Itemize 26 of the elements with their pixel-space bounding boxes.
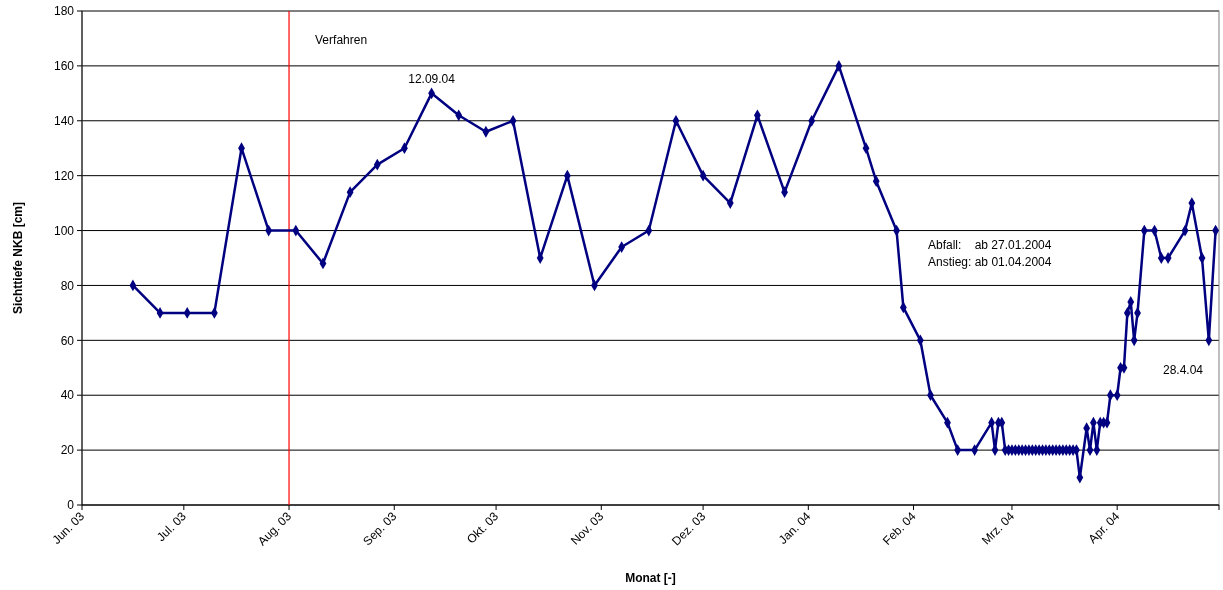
x-tick-label: Sep. 03 — [360, 509, 400, 549]
y-tick-label: 20 — [60, 443, 75, 458]
x-tick-label: Apr. 04 — [1085, 508, 1123, 547]
x-tick-label: Mrz. 04 — [978, 509, 1018, 548]
annotation: 12.09.04 — [408, 72, 456, 87]
annotation: Abfall: ab 27.01.2004 — [928, 238, 1052, 252]
x-tick-label: Jan. 04 — [775, 509, 814, 547]
x-tick-label: Okt. 03 — [463, 508, 502, 547]
y-tick-label: 100 — [53, 223, 75, 238]
y-axis-title: Sichttiefe NKB [cm] — [11, 201, 25, 315]
y-tick-label: 180 — [53, 4, 75, 19]
annotation: 28.4.04 — [1162, 363, 1204, 378]
x-tick-label: Jul. 03 — [154, 508, 190, 545]
y-tick-label: 140 — [53, 113, 75, 128]
ref-line-label: Verfahren — [315, 33, 368, 47]
y-tick-label: 60 — [60, 333, 75, 348]
y-tick-label: 40 — [60, 388, 75, 403]
annotation: Anstieg: ab 01.04.2004 — [928, 255, 1052, 269]
x-tick-label: Nov. 03 — [567, 508, 607, 548]
x-tick-label: Feb. 04 — [879, 509, 919, 548]
x-tick-label: Aug. 03 — [255, 509, 295, 549]
y-tick-label: 160 — [53, 59, 75, 74]
x-axis-title: Monat [-] — [625, 571, 676, 585]
y-tick-label: 120 — [53, 168, 75, 183]
x-tick-label: Dez. 03 — [669, 508, 709, 549]
y-tick-label: 80 — [60, 278, 75, 293]
